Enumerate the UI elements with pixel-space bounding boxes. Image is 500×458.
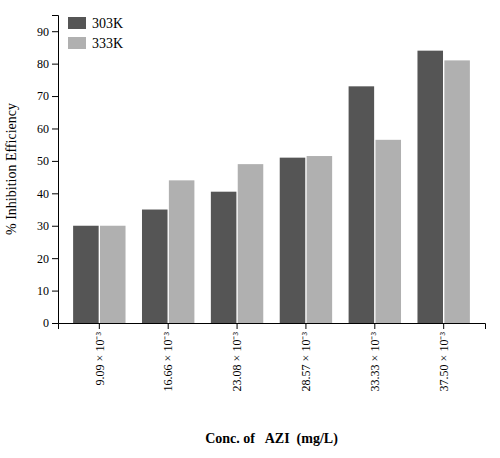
y-axis-title: % Inhibition Efficiency [4, 103, 19, 235]
bar-series [100, 60, 470, 323]
legend-label: 333K [92, 36, 123, 51]
legend-item: 303K [68, 16, 123, 31]
bar [444, 60, 470, 323]
bar [73, 226, 99, 323]
bars [73, 51, 470, 323]
tick: 37.50 × 10⁻³ [437, 323, 451, 391]
tick-label: 16.66 × 10⁻³ [161, 332, 175, 392]
tick-mark [52, 193, 58, 194]
tick: 70 [37, 89, 58, 103]
tick-label: 70 [37, 89, 49, 103]
tick: 28.57 × 10⁻³ [299, 323, 313, 391]
bar [211, 192, 237, 323]
axis-line [59, 324, 486, 330]
tick-mark [52, 323, 58, 324]
tick: 50 [37, 154, 58, 168]
tick-mark [52, 96, 58, 97]
tick-label: 50 [37, 154, 49, 168]
tick-mark [52, 64, 58, 65]
tick-mark [443, 323, 444, 329]
tick-mark [52, 226, 58, 227]
tick: 90 [37, 25, 58, 39]
bar [238, 164, 264, 323]
tick: 33.33 × 10⁻³ [368, 323, 382, 391]
chart: 0 10 20 30 40 50 60 70 80 90 9.09 × 10⁻³ 16.66 × 10… [0, 0, 500, 458]
bar-series [73, 51, 443, 323]
x-axis: 9.09 × 10⁻³ 16.66 × 10⁻³ 23.08 × 10⁻³ 28.57… [59, 323, 486, 391]
tick: 23.08 × 10⁻³ [230, 323, 244, 391]
tick-label: 0 [43, 316, 49, 330]
tick: 16.66 × 10⁻³ [161, 323, 175, 391]
tick-label: 9.09 × 10⁻³ [93, 332, 107, 386]
tick-label: 28.57 × 10⁻³ [299, 332, 313, 392]
tick-label: 30 [37, 219, 49, 233]
tick-label: 23.08 × 10⁻³ [230, 332, 244, 392]
axis-line [52, 16, 59, 324]
tick-mark [374, 323, 375, 329]
tick-label: 10 [37, 284, 49, 298]
legend-label: 303K [92, 16, 123, 31]
bar [100, 226, 126, 323]
tick: 20 [37, 251, 58, 265]
legend-swatch [68, 17, 86, 29]
tick-mark [168, 323, 169, 329]
legend-item: 333K [68, 36, 123, 51]
tick-label: 37.50 × 10⁻³ [437, 332, 451, 392]
bar [169, 180, 195, 323]
tick-mark [237, 323, 238, 329]
tick-mark [52, 258, 58, 259]
plot: 0 10 20 30 40 50 60 70 80 90 9.09 × 10⁻³ 16.66 × 10… [37, 16, 486, 392]
tick: 10 [37, 284, 58, 298]
tick: 30 [37, 219, 58, 233]
bar [280, 158, 306, 323]
bar [349, 86, 375, 323]
tick-label: 20 [37, 251, 49, 265]
tick: 9.09 × 10⁻³ [93, 323, 107, 385]
tick-label: 40 [37, 187, 49, 201]
tick-label: 33.33 × 10⁻³ [368, 332, 382, 392]
y-axis: 0 10 20 30 40 50 60 70 80 90 [37, 16, 59, 331]
tick: 80 [37, 57, 58, 71]
tick: 0 [43, 316, 58, 330]
tick-label: 80 [37, 57, 49, 71]
tick-mark [99, 323, 100, 329]
x-axis-title: Conc. of AZI (mg/L) [205, 431, 338, 447]
tick: 40 [37, 187, 58, 201]
bar [307, 156, 333, 323]
bar [142, 210, 168, 323]
legend-swatch [68, 37, 86, 49]
tick-mark [52, 128, 58, 129]
tick-mark [305, 323, 306, 329]
tick-label: 90 [37, 25, 49, 39]
tick-label: 60 [37, 122, 49, 136]
legend: 303K 333K [68, 16, 123, 51]
bar [375, 140, 401, 323]
tick-mark [52, 161, 58, 162]
tick-mark [52, 31, 58, 32]
tick-mark [52, 291, 58, 292]
bar [417, 51, 443, 323]
tick: 60 [37, 122, 58, 136]
